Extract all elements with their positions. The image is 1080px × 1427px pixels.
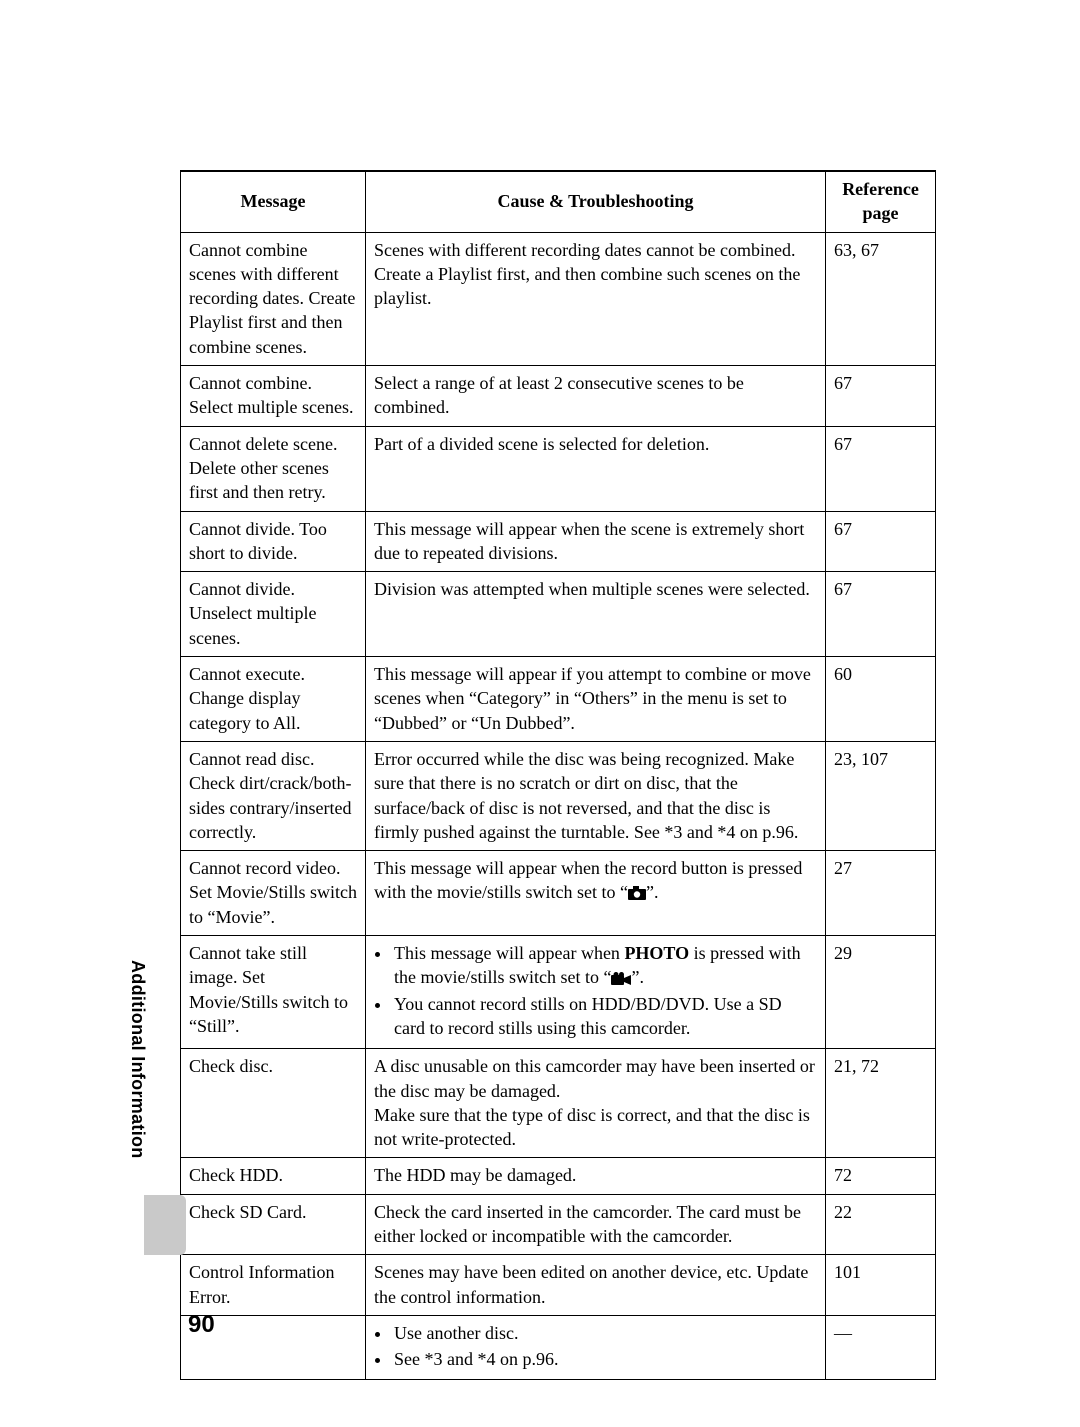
- header-ref-line1: Reference: [842, 179, 919, 199]
- cell-ref: 60: [826, 657, 936, 742]
- cause-bullets: This message will appear when PHOTO is p…: [374, 941, 817, 1040]
- section-side-tab: [144, 1195, 186, 1255]
- cause-bullets: Use another disc. See *3 and *4 on p.96.: [374, 1321, 817, 1372]
- camcorder-movie-icon: [611, 972, 631, 986]
- cell-ref: 22: [826, 1194, 936, 1255]
- cell-cause: Select a range of at least 2 consecutive…: [366, 366, 826, 427]
- cell-cause: This message will appear if you attempt …: [366, 657, 826, 742]
- cell-ref: 63, 67: [826, 232, 936, 365]
- cell-cause: Check the card inserted in the camcorder…: [366, 1194, 826, 1255]
- cell-message: Cannot divide. Unselect multiple scenes.: [181, 572, 366, 657]
- troubleshooting-table: Message Cause & Troubleshooting Referenc…: [180, 170, 936, 1380]
- cell-ref: 29: [826, 936, 936, 1049]
- cell-cause: Use another disc. See *3 and *4 on p.96.: [366, 1315, 826, 1380]
- cell-message: Check HDD.: [181, 1158, 366, 1194]
- cell-message: Cannot combine scenes with different rec…: [181, 232, 366, 365]
- bullet-text-suffix: ”.: [631, 967, 644, 987]
- cell-message: Cannot combine. Select multiple scenes.: [181, 366, 366, 427]
- cell-message: Cannot delete scene. Delete other scenes…: [181, 426, 366, 511]
- table-row: Use another disc. See *3 and *4 on p.96.…: [181, 1315, 936, 1380]
- cell-message: Control Information Error.: [181, 1255, 366, 1316]
- cell-message: Cannot take still image. Set Movie/Still…: [181, 936, 366, 1049]
- cell-cause: This message will appear when PHOTO is p…: [366, 936, 826, 1049]
- cell-cause: The HDD may be damaged.: [366, 1158, 826, 1194]
- page-number: 90: [188, 1311, 215, 1339]
- cell-cause: This message will appear when the scene …: [366, 511, 826, 572]
- header-cause: Cause & Troubleshooting: [366, 171, 826, 232]
- cell-ref: 67: [826, 511, 936, 572]
- cell-cause: A disc unusable on this camcorder may ha…: [366, 1049, 826, 1158]
- cell-message: Cannot divide. Too short to divide.: [181, 511, 366, 572]
- table-row: Check disc. A disc unusable on this camc…: [181, 1049, 936, 1158]
- list-item: Use another disc.: [392, 1321, 817, 1345]
- table-row: Control Information Error. Scenes may ha…: [181, 1255, 936, 1316]
- cell-cause: Part of a divided scene is selected for …: [366, 426, 826, 511]
- list-item: This message will appear when PHOTO is p…: [392, 941, 817, 990]
- cell-ref: 67: [826, 366, 936, 427]
- table-row: Cannot take still image. Set Movie/Still…: [181, 936, 936, 1049]
- cell-message: Cannot read disc. Check dirt/crack/both-…: [181, 741, 366, 850]
- cell-ref: 21, 72: [826, 1049, 936, 1158]
- header-ref-line2: page: [863, 203, 899, 223]
- cell-cause: Scenes may have been edited on another d…: [366, 1255, 826, 1316]
- cell-ref: —: [826, 1315, 936, 1380]
- cell-message: Cannot execute. Change display category …: [181, 657, 366, 742]
- cell-cause: Error occurred while the disc was being …: [366, 741, 826, 850]
- page-container: Message Cause & Troubleshooting Referenc…: [0, 0, 1080, 1427]
- header-message: Message: [181, 171, 366, 232]
- cell-ref: 67: [826, 426, 936, 511]
- table-row: Cannot combine scenes with different rec…: [181, 232, 936, 365]
- table-row: Cannot divide. Unselect multiple scenes.…: [181, 572, 936, 657]
- header-reference: Reference page: [826, 171, 936, 232]
- cell-ref: 23, 107: [826, 741, 936, 850]
- bullet-text-prefix: This message will appear when: [394, 943, 624, 963]
- cause-text-suffix: ”.: [646, 882, 659, 902]
- table-row: Cannot combine. Select multiple scenes. …: [181, 366, 936, 427]
- photo-label-bold: PHOTO: [624, 943, 689, 963]
- table-header-row: Message Cause & Troubleshooting Referenc…: [181, 171, 936, 232]
- table-row: Cannot execute. Change display category …: [181, 657, 936, 742]
- cell-ref: 27: [826, 851, 936, 936]
- cell-cause: Division was attempted when multiple sce…: [366, 572, 826, 657]
- cause-text-prefix: This message will appear when the record…: [374, 858, 802, 902]
- list-item: See *3 and *4 on p.96.: [392, 1347, 817, 1371]
- table-row: Cannot read disc. Check dirt/crack/both-…: [181, 741, 936, 850]
- table-row: Check HDD. The HDD may be damaged. 72: [181, 1158, 936, 1194]
- camera-still-icon: [628, 886, 646, 900]
- cell-cause: Scenes with different recording dates ca…: [366, 232, 826, 365]
- table-row: Cannot record video. Set Movie/Stills sw…: [181, 851, 936, 936]
- cell-ref: 72: [826, 1158, 936, 1194]
- cell-message: Check disc.: [181, 1049, 366, 1158]
- cell-message: Cannot record video. Set Movie/Stills sw…: [181, 851, 366, 936]
- cell-cause: This message will appear when the record…: [366, 851, 826, 936]
- table-row: Cannot delete scene. Delete other scenes…: [181, 426, 936, 511]
- table-row: Cannot divide. Too short to divide. This…: [181, 511, 936, 572]
- table-row: Check SD Card. Check the card inserted i…: [181, 1194, 936, 1255]
- section-side-label: Additional Information: [127, 960, 148, 1159]
- cell-ref: 67: [826, 572, 936, 657]
- cell-message: Check SD Card.: [181, 1194, 366, 1255]
- list-item: You cannot record stills on HDD/BD/DVD. …: [392, 992, 817, 1041]
- cell-ref: 101: [826, 1255, 936, 1316]
